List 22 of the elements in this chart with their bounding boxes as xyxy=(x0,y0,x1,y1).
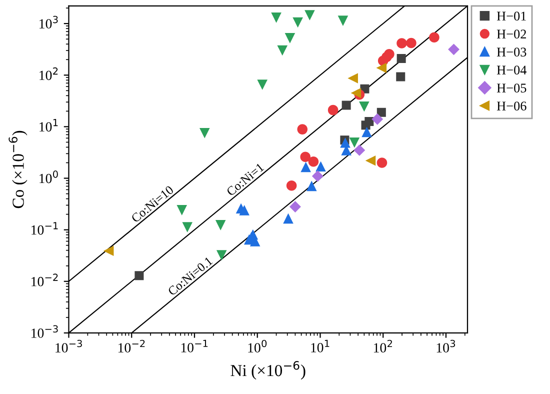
y-tick-label: 10$^{−3}$ xyxy=(32,325,58,338)
legend-label: H−01 xyxy=(496,12,526,21)
legend-label: H−04 xyxy=(496,66,527,75)
x-tick-label: 10$^{1}$ xyxy=(311,340,330,352)
legend-label: H−03 xyxy=(496,48,526,57)
x-tick-label: 10$^{2}$ xyxy=(374,340,392,353)
x-tick-label: 10$^{−1}$ xyxy=(181,340,208,352)
legend-label: H−06 xyxy=(496,102,526,110)
x-tick-label: 10$^{−3}$ xyxy=(56,340,82,353)
legend-label: H−05 xyxy=(496,84,526,92)
x-axis-title: Ni (×10$^{−6}$) xyxy=(230,360,306,380)
x-tick-label: 10$^{3}$ xyxy=(436,340,456,353)
y-axis-title: Co (×10$^{−6}$) xyxy=(8,130,28,208)
x-tick-label: 10$^{−2}$ xyxy=(118,340,145,353)
y-tick-label: 10$^{−2}$ xyxy=(32,274,58,286)
y-tick-label: 10$^{3}$ xyxy=(40,16,58,29)
y-tick-label: 10$^{−1}$ xyxy=(32,222,58,235)
x-tick-label: 10$^{0}$ xyxy=(248,340,267,353)
y-tick-label: 10$^{0}$ xyxy=(40,170,58,184)
legend-label: H−02 xyxy=(496,30,526,39)
y-tick-label: 10$^{2}$ xyxy=(40,67,58,80)
y-tick-label: 10$^{1}$ xyxy=(40,119,58,132)
